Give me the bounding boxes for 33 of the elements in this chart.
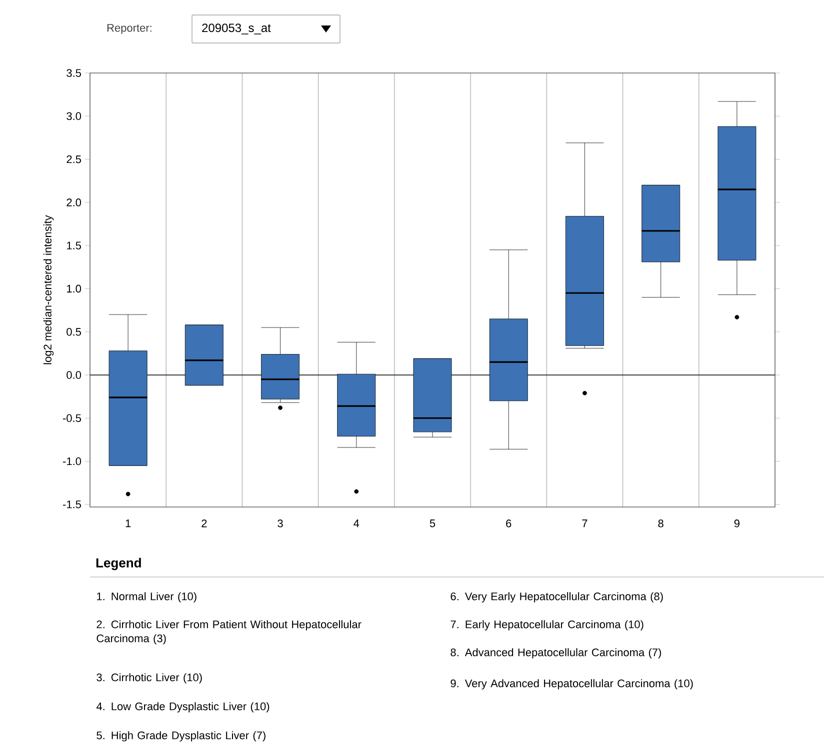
y-tick-label: 3.0 — [66, 112, 82, 120]
y-tick-label: 2.5 — [66, 155, 81, 164]
y-tick-label: -0.5 — [63, 414, 81, 422]
text: 3. Cirrhotic Liver (10) — [96, 673, 202, 684]
x-tick-label: 3 — [278, 520, 283, 528]
x-tick-label: 7 — [582, 520, 588, 528]
legend-title: Legend — [96, 558, 141, 570]
text: 2. Cirrhotic Liver From Patient Without Hepatocellular Carcinoma (3) — [96, 620, 362, 644]
y-tick-label: 2.0 — [66, 198, 82, 206]
x-tick-label: 6 — [506, 520, 512, 528]
x-tick-label: 1 — [126, 520, 131, 528]
text: 6. Very Early Hepatocellular Carcinoma (8) — [450, 592, 663, 602]
y-axis-title: log2 median-centered intensity — [43, 215, 54, 364]
text: Reporter: — [107, 24, 152, 34]
text: 9. Very Advanced Hepatocellular Carcinoma (10) — [450, 679, 693, 690]
y-tick-label: 0.0 — [66, 371, 82, 379]
x-tick-label: 8 — [658, 520, 664, 528]
x-tick-label: 4 — [354, 520, 360, 528]
text: 4. Low Grade Dysplastic Liver (10) — [96, 702, 270, 712]
text: 209053_s_at — [202, 24, 271, 34]
y-tick-label: 0.5 — [66, 328, 81, 336]
y-tick-label: -1.0 — [63, 457, 82, 466]
x-tick-label: 5 — [430, 520, 436, 528]
y-tick-label: -1.5 — [63, 500, 81, 508]
text: 1. Normal Liver (10) — [97, 592, 196, 602]
y-tick-label: 1.0 — [67, 284, 82, 293]
text: 7. Early Hepatocellular Carcinoma (10) — [450, 620, 644, 630]
x-tick-label: 9 — [734, 520, 740, 528]
text: 5. High Grade Dysplastic Liver (7) — [96, 731, 266, 742]
y-tick-label: 1.5 — [67, 242, 81, 250]
x-tick-label: 2 — [202, 520, 207, 528]
text: 8. Advanced Hepatocellular Carcinoma (7) — [450, 648, 662, 658]
y-tick-label: 3.5 — [66, 69, 81, 77]
